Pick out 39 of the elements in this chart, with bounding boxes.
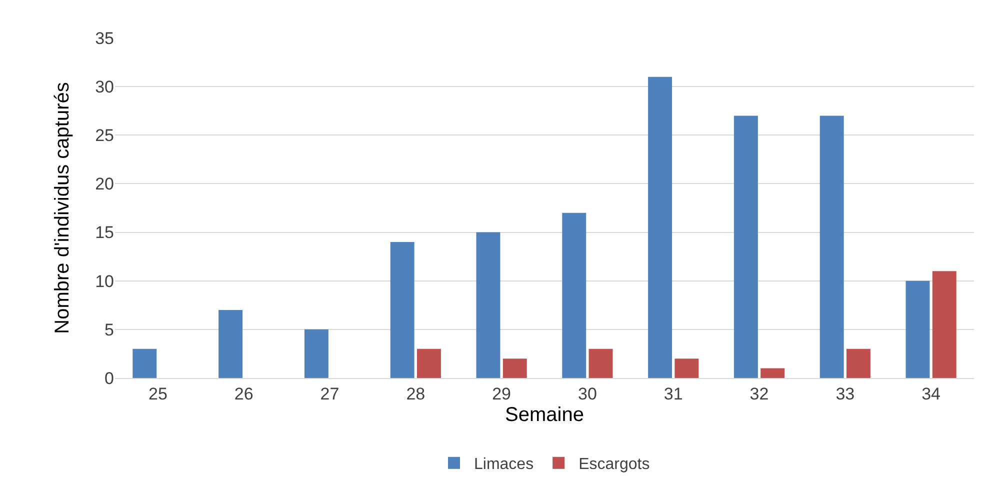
y-axis-title: Nombre d'individus capturés (52, 82, 74, 334)
bar (304, 329, 328, 378)
y-tick-label: 10 (95, 272, 114, 291)
y-tick-label: 0 (104, 368, 114, 388)
x-tick-label: 26 (234, 384, 254, 404)
x-tick-label: 25 (148, 384, 168, 404)
bar (132, 348, 157, 378)
bar (648, 76, 672, 378)
x-tick-label: 34 (922, 384, 941, 404)
bar (674, 358, 699, 378)
legend-label: Limaces (474, 456, 534, 474)
x-axis-title: Semaine (505, 404, 584, 426)
bar (416, 348, 441, 378)
x-tick-label: 27 (320, 384, 340, 404)
legend-label: Escargots (578, 456, 650, 474)
x-tick-label: 31 (664, 384, 683, 404)
x-tick-label: 28 (406, 384, 426, 404)
bar (932, 271, 956, 378)
bar (734, 116, 758, 378)
y-tick-label: 15 (95, 223, 114, 242)
x-tick-label: 33 (836, 384, 855, 404)
bar (218, 310, 243, 378)
bar (760, 368, 785, 378)
bar (588, 348, 613, 378)
bar (846, 348, 870, 378)
y-tick-label: 20 (95, 174, 114, 194)
bar (502, 358, 527, 378)
y-tick-label: 5 (104, 320, 114, 340)
bar (476, 232, 500, 378)
x-tick-label: 32 (750, 384, 769, 404)
bar (390, 242, 414, 378)
x-tick-label: 30 (578, 384, 597, 404)
x-tick-label: 29 (492, 384, 512, 404)
bar (820, 116, 844, 378)
y-tick-label: 30 (95, 78, 114, 97)
y-tick-label: 35 (95, 28, 114, 48)
bar (562, 212, 586, 378)
y-tick-label: 25 (95, 126, 114, 146)
bar (906, 280, 930, 378)
